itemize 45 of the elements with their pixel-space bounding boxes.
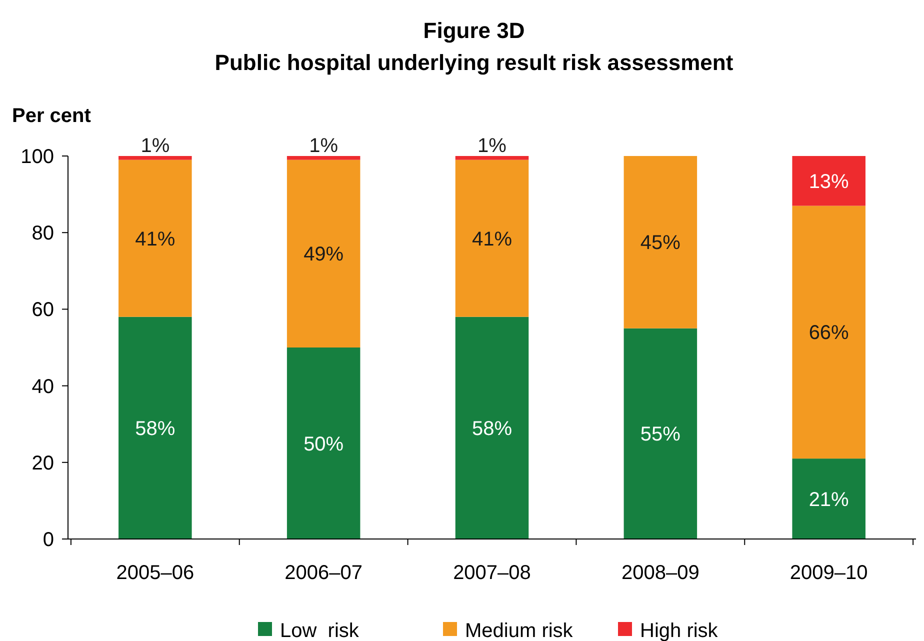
data-label: 55% <box>640 424 681 446</box>
chart-subtitle: Public hospital underlying result risk assessment <box>214 50 734 75</box>
bar <box>792 458 866 539</box>
y-tick-label: 100 <box>20 146 54 168</box>
bar <box>286 156 360 160</box>
y-tick-label: 60 <box>32 299 54 322</box>
data-label: 49% <box>304 244 344 266</box>
x-tick-label: 2007–08 <box>453 562 531 584</box>
x-tick-label: 2005–06 <box>116 562 194 584</box>
data-label: 13% <box>808 170 850 193</box>
bar <box>286 348 360 539</box>
y-tick-label: 80 <box>32 222 54 245</box>
bar <box>455 156 529 160</box>
bar <box>118 316 192 539</box>
bar <box>792 156 866 206</box>
y-tick-label: 0 <box>42 529 54 551</box>
bar <box>455 160 529 317</box>
bar <box>792 206 866 459</box>
bar <box>624 156 698 328</box>
data-label: 41% <box>135 228 176 250</box>
y-tick-label: 40 <box>32 376 54 398</box>
data-label: 45% <box>640 232 681 254</box>
data-label: 1% <box>478 135 507 157</box>
data-label: 66% <box>808 322 850 344</box>
bar <box>624 328 698 539</box>
data-label: 58% <box>135 418 176 440</box>
x-tick-label: 2006–07 <box>284 562 363 584</box>
bar <box>455 316 529 539</box>
bar <box>118 156 192 160</box>
data-label: 21% <box>808 488 850 511</box>
legend-label: High risk <box>640 620 719 641</box>
x-tick-label: 2008–09 <box>621 562 700 584</box>
data-label: 41% <box>472 228 512 250</box>
data-label: 58% <box>472 418 512 440</box>
bar <box>118 160 192 317</box>
chart-title: Figure 3D <box>423 18 525 43</box>
y-axis-title: Per cent <box>12 105 92 127</box>
y-tick-label: 20 <box>32 452 54 474</box>
bar <box>286 160 360 348</box>
data-label: 1% <box>309 135 338 157</box>
x-tick-label: 2009–10 <box>790 562 868 584</box>
data-label: 1% <box>140 135 170 157</box>
legend-label: Medium risk <box>465 620 574 641</box>
data-label: 50% <box>304 433 344 456</box>
legend-label: Low risk <box>280 620 360 641</box>
